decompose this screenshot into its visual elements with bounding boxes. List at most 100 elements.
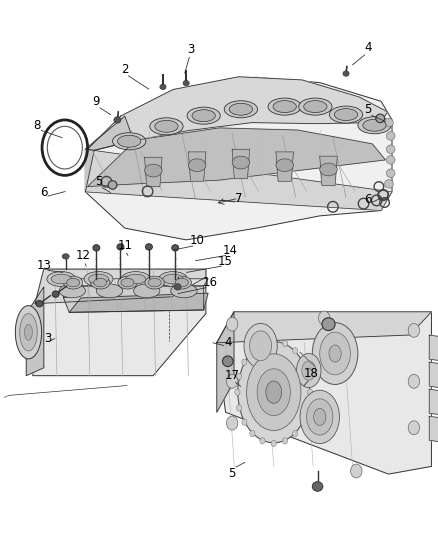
Polygon shape <box>69 293 208 312</box>
Polygon shape <box>320 156 337 185</box>
Ellipse shape <box>386 156 395 164</box>
Ellipse shape <box>306 373 311 379</box>
Ellipse shape <box>300 359 306 365</box>
Polygon shape <box>33 269 206 376</box>
Ellipse shape <box>117 244 124 250</box>
Ellipse shape <box>235 389 240 395</box>
Ellipse shape <box>183 80 189 86</box>
Ellipse shape <box>300 390 339 443</box>
Ellipse shape <box>118 276 137 289</box>
Ellipse shape <box>312 482 323 491</box>
Polygon shape <box>35 269 206 304</box>
Ellipse shape <box>329 345 341 362</box>
Ellipse shape <box>271 338 276 344</box>
Ellipse shape <box>314 408 326 425</box>
Polygon shape <box>429 362 438 389</box>
Text: 4: 4 <box>224 336 232 349</box>
Polygon shape <box>429 416 438 443</box>
Polygon shape <box>232 149 250 179</box>
Ellipse shape <box>307 389 313 395</box>
Ellipse shape <box>96 284 123 298</box>
Polygon shape <box>276 152 293 181</box>
Polygon shape <box>429 335 438 362</box>
Ellipse shape <box>84 271 113 287</box>
Ellipse shape <box>266 381 282 403</box>
Ellipse shape <box>134 284 160 298</box>
Ellipse shape <box>237 405 242 411</box>
Ellipse shape <box>62 254 69 259</box>
Ellipse shape <box>408 421 420 435</box>
Ellipse shape <box>320 163 337 176</box>
Ellipse shape <box>145 164 162 177</box>
Ellipse shape <box>299 98 332 115</box>
Text: 9: 9 <box>92 95 100 108</box>
Ellipse shape <box>385 118 393 127</box>
Ellipse shape <box>271 440 276 447</box>
Text: 3: 3 <box>45 332 52 345</box>
Ellipse shape <box>283 438 288 444</box>
Ellipse shape <box>160 84 166 90</box>
Ellipse shape <box>145 276 164 289</box>
Polygon shape <box>145 157 162 187</box>
Ellipse shape <box>304 101 327 112</box>
Polygon shape <box>217 312 431 343</box>
Text: 17: 17 <box>225 369 240 382</box>
Ellipse shape <box>250 430 255 437</box>
Polygon shape <box>64 279 208 286</box>
Ellipse shape <box>226 374 238 388</box>
Polygon shape <box>88 77 388 150</box>
Ellipse shape <box>93 245 100 251</box>
Ellipse shape <box>408 374 420 388</box>
Ellipse shape <box>52 291 59 297</box>
Ellipse shape <box>318 311 330 325</box>
Text: 3: 3 <box>187 43 194 55</box>
Ellipse shape <box>226 416 238 430</box>
Ellipse shape <box>386 169 395 177</box>
Ellipse shape <box>244 324 277 368</box>
Ellipse shape <box>188 159 206 172</box>
Ellipse shape <box>232 156 250 169</box>
Text: 18: 18 <box>304 367 318 379</box>
Ellipse shape <box>174 284 181 290</box>
Text: 2: 2 <box>121 63 129 76</box>
Ellipse shape <box>283 340 288 346</box>
Ellipse shape <box>260 438 265 444</box>
Ellipse shape <box>51 274 71 284</box>
Polygon shape <box>429 389 438 416</box>
Ellipse shape <box>94 278 107 287</box>
Ellipse shape <box>25 324 32 340</box>
Ellipse shape <box>300 419 306 425</box>
Ellipse shape <box>307 399 333 435</box>
Ellipse shape <box>242 419 247 425</box>
Ellipse shape <box>297 353 321 387</box>
Ellipse shape <box>408 324 420 337</box>
Ellipse shape <box>114 117 121 123</box>
Polygon shape <box>188 152 206 181</box>
Ellipse shape <box>306 405 311 411</box>
Ellipse shape <box>121 278 134 287</box>
Ellipse shape <box>358 117 391 134</box>
Ellipse shape <box>20 313 37 351</box>
Ellipse shape <box>59 284 85 298</box>
Text: 5: 5 <box>364 103 371 116</box>
Text: 7: 7 <box>235 192 243 205</box>
Ellipse shape <box>155 120 178 132</box>
Text: 5: 5 <box>229 467 236 480</box>
Ellipse shape <box>329 106 363 123</box>
Ellipse shape <box>108 181 117 189</box>
Ellipse shape <box>363 119 386 131</box>
Polygon shape <box>217 312 431 474</box>
Polygon shape <box>64 279 81 298</box>
Ellipse shape <box>224 101 258 118</box>
Ellipse shape <box>320 332 350 375</box>
Ellipse shape <box>322 318 335 330</box>
Polygon shape <box>217 312 234 413</box>
Ellipse shape <box>126 274 146 284</box>
Ellipse shape <box>226 317 238 331</box>
Ellipse shape <box>273 101 297 112</box>
Ellipse shape <box>172 245 179 251</box>
Ellipse shape <box>47 271 76 287</box>
Polygon shape <box>64 286 204 312</box>
Ellipse shape <box>91 276 110 289</box>
Text: 13: 13 <box>36 259 51 272</box>
